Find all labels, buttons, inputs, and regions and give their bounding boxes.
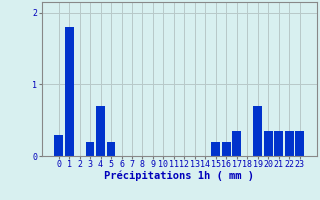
Bar <box>253 106 262 156</box>
X-axis label: Précipitations 1h ( mm ): Précipitations 1h ( mm ) <box>104 171 254 181</box>
Bar <box>85 142 94 156</box>
Bar <box>65 27 74 156</box>
Bar <box>54 135 63 156</box>
Bar <box>274 131 283 156</box>
Bar <box>232 131 241 156</box>
Bar <box>212 142 220 156</box>
Bar <box>107 142 116 156</box>
Bar <box>285 131 294 156</box>
Bar <box>222 142 231 156</box>
Bar <box>295 131 304 156</box>
Bar <box>264 131 273 156</box>
Bar <box>96 106 105 156</box>
